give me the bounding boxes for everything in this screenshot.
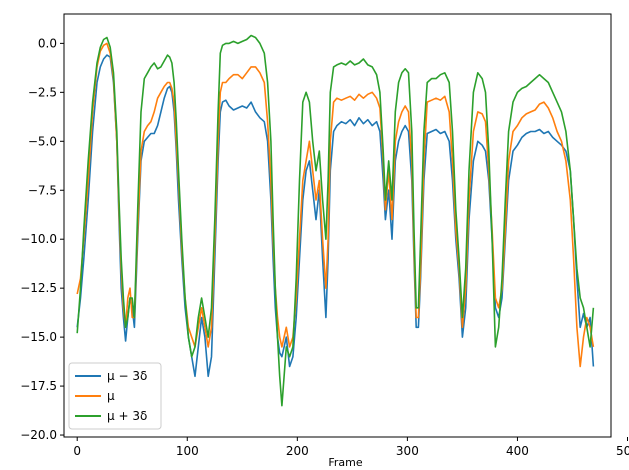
- legend-box: [68, 362, 162, 430]
- y-tick-label: −20.0: [20, 428, 57, 442]
- y-tick-label: −17.5: [20, 379, 57, 393]
- y-tick-label: −7.5: [28, 183, 57, 197]
- series-line-0: [76, 54, 595, 378]
- y-tick-label: −2.5: [28, 85, 57, 99]
- legend-label: μ: [107, 389, 115, 403]
- x-tick-label: 400: [506, 444, 529, 458]
- legend: μ − 3δ μ μ + 3δ: [68, 362, 162, 430]
- series-line-1: [76, 42, 595, 368]
- plot-frame: [63, 13, 612, 438]
- x-axis-title: Frame: [328, 456, 363, 469]
- y-tick-label: −10.0: [20, 232, 57, 246]
- y-axis-ticks: 0.0 −2.5 −5.0 −7.5 −10.0 −12.5 −15.0 −17.5 −20.0: [20, 36, 64, 442]
- plot-lines: [76, 34, 595, 407]
- y-tick-label: 0.0: [38, 36, 57, 50]
- y-tick-label: −12.5: [20, 281, 57, 295]
- x-tick-label: 200: [286, 444, 309, 458]
- legend-label: μ + 3δ: [107, 409, 147, 423]
- x-axis-ticks: 0 100 200 300 400 500: [73, 437, 629, 458]
- legend-label: μ − 3δ: [107, 369, 147, 383]
- x-tick-label: 300: [396, 444, 419, 458]
- x-tick-label: 0: [73, 444, 81, 458]
- y-tick-label: −15.0: [20, 330, 57, 344]
- x-tick-label: 100: [176, 444, 199, 458]
- y-tick-label: −5.0: [28, 134, 57, 148]
- x-tick-label: 500: [616, 444, 629, 458]
- series-line-2: [76, 34, 595, 407]
